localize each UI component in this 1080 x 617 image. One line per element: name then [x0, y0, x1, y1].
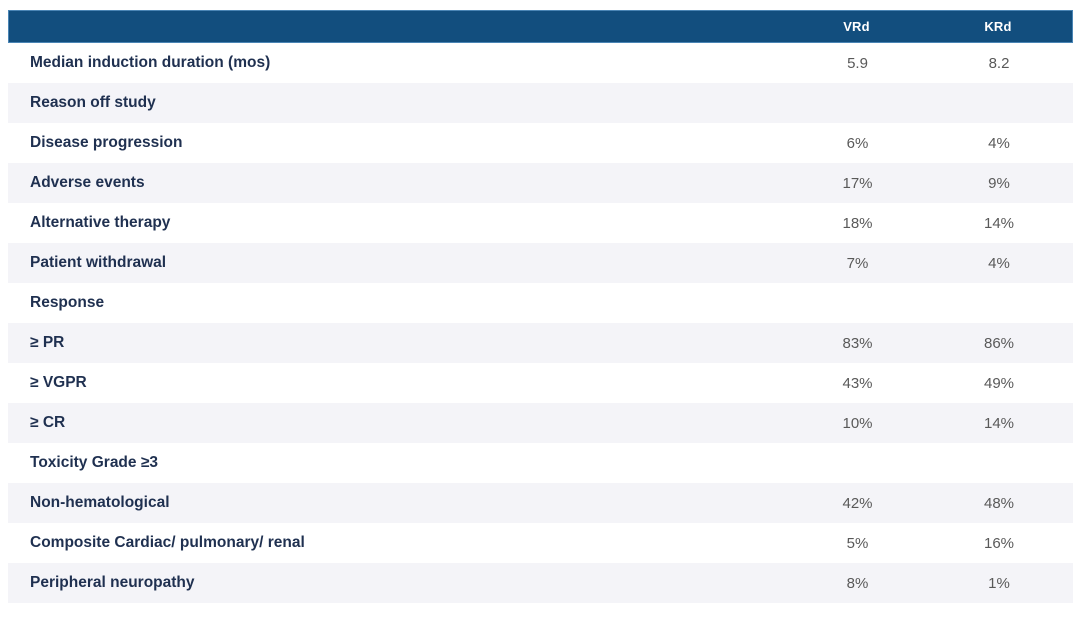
- table-row: Peripheral neuropathy 8% 1%: [8, 563, 1073, 603]
- row-label: Disease progression: [30, 134, 183, 151]
- krd-value: 14%: [983, 414, 1015, 432]
- section-label: Response: [30, 294, 105, 311]
- vrd-value: 83%: [842, 334, 873, 352]
- table-row: Composite Cardiac/ pulmonary/ renal 5% 1…: [8, 523, 1073, 563]
- vrd-value: 43%: [842, 374, 873, 392]
- vrd-value: 6%: [846, 134, 869, 152]
- table-section-row: Toxicity Grade ≥3: [8, 443, 1073, 483]
- krd-value: 14%: [983, 214, 1015, 232]
- vrd-value: 18%: [842, 214, 873, 232]
- row-label: Non-hematological: [30, 494, 170, 511]
- table-row: ≥ CR 10% 14%: [8, 403, 1073, 443]
- row-label: Median induction duration (mos): [30, 54, 271, 71]
- vrd-value: 7%: [846, 254, 869, 272]
- row-label: Composite Cardiac/ pulmonary/ renal: [30, 534, 305, 551]
- header-vrd: VRd: [843, 19, 870, 34]
- comparison-table: VRd KRd Median induction duration (mos) …: [8, 10, 1073, 603]
- krd-value: 1%: [988, 574, 1010, 592]
- krd-value: 86%: [983, 334, 1015, 352]
- table-section-row: Reason off study: [8, 83, 1073, 123]
- krd-value: 4%: [988, 254, 1010, 272]
- table-section-row: Response: [8, 283, 1073, 323]
- vrd-value: 10%: [842, 414, 873, 432]
- krd-value: 16%: [983, 534, 1015, 552]
- krd-value: 8.2: [988, 54, 1010, 72]
- table-row: ≥ PR 83% 86%: [8, 323, 1073, 363]
- section-label: Reason off study: [30, 94, 156, 111]
- table-row: Alternative therapy 18% 14%: [8, 203, 1073, 243]
- vrd-value: 5.9: [847, 54, 868, 72]
- table-row: ≥ VGPR 43% 49%: [8, 363, 1073, 403]
- krd-value: 49%: [983, 374, 1015, 392]
- table-header-row: VRd KRd: [8, 10, 1073, 43]
- krd-value: 9%: [988, 174, 1010, 192]
- section-label: Toxicity Grade ≥3: [30, 454, 158, 471]
- table-row: Non-hematological 42% 48%: [8, 483, 1073, 523]
- row-label: Peripheral neuropathy: [30, 574, 195, 591]
- row-label: Adverse events: [30, 174, 145, 191]
- header-krd: KRd: [984, 19, 1012, 34]
- row-label: Patient withdrawal: [30, 254, 167, 271]
- table-row: Patient withdrawal 7% 4%: [8, 243, 1073, 283]
- row-label: ≥ VGPR: [30, 374, 87, 391]
- table-row: Median induction duration (mos) 5.9 8.2: [8, 43, 1073, 83]
- krd-value: 4%: [988, 134, 1010, 152]
- krd-value: 48%: [983, 494, 1015, 512]
- table-row: Adverse events 17% 9%: [8, 163, 1073, 203]
- vrd-value: 17%: [842, 174, 873, 192]
- vrd-value: 5%: [846, 534, 869, 552]
- vrd-value: 8%: [846, 574, 869, 592]
- row-label: ≥ CR: [30, 414, 66, 431]
- table-row: Disease progression 6% 4%: [8, 123, 1073, 163]
- row-label: Alternative therapy: [30, 214, 171, 231]
- vrd-value: 42%: [842, 494, 873, 512]
- row-label: ≥ PR: [30, 334, 65, 351]
